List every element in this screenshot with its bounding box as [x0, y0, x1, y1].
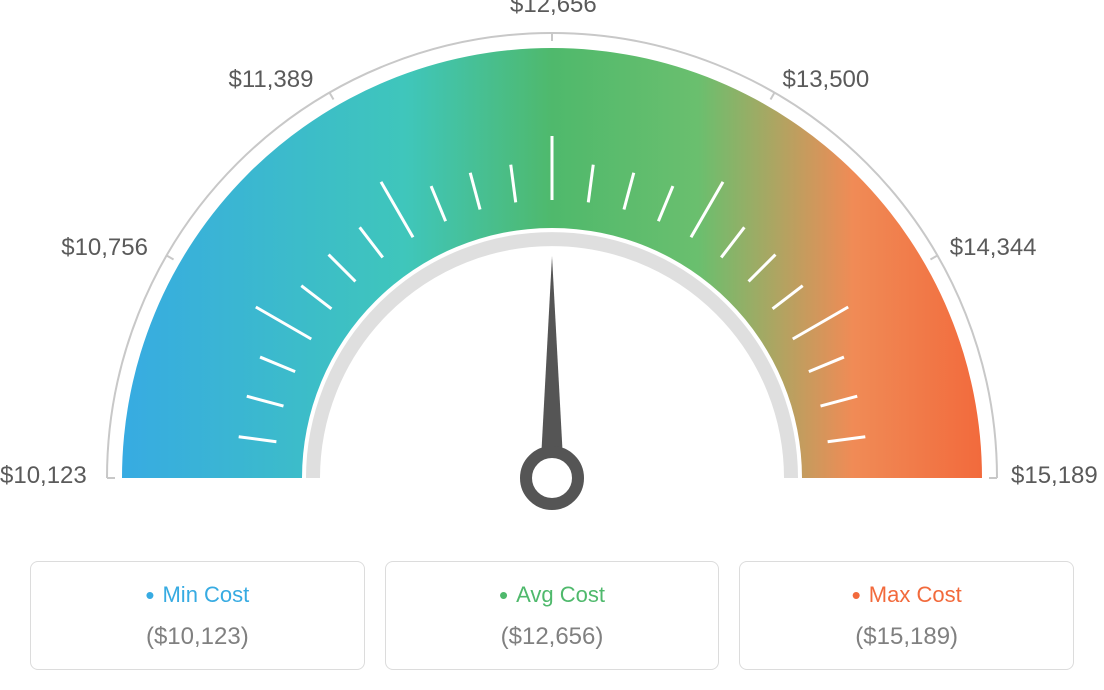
gauge-tick-label: $10,123	[0, 462, 87, 490]
gauge-tick-label: $14,344	[950, 234, 1037, 262]
legend-max: Max Cost ($15,189)	[739, 561, 1074, 670]
legend-max-label: Max Cost	[750, 580, 1063, 611]
gauge-svg	[0, 0, 1104, 540]
gauge-tick-label: $11,389	[229, 66, 314, 94]
gauge-area: $10,123 $10,756 $11,389 $12,656 $13,500 $14,3…	[0, 0, 1104, 540]
gauge-chart-container: $10,123 $10,756 $11,389 $12,656 $13,500 $14,3…	[0, 0, 1104, 690]
legend-max-value: ($15,189)	[750, 623, 1063, 651]
legend-min: Min Cost ($10,123)	[30, 561, 365, 670]
legend-avg: Avg Cost ($12,656)	[385, 561, 720, 670]
gauge-tick-label: $13,500	[783, 66, 870, 94]
legend-min-value: ($10,123)	[41, 623, 354, 651]
legend-min-label: Min Cost	[41, 580, 354, 611]
legend-avg-value: ($12,656)	[396, 623, 709, 651]
gauge-tick-label: $12,656	[510, 0, 597, 19]
gauge-tick-label: $15,189	[1011, 462, 1098, 490]
legend-avg-label: Avg Cost	[396, 580, 709, 611]
gauge-tick-label: $10,756	[61, 234, 148, 262]
legend-row: Min Cost ($10,123) Avg Cost ($12,656) Ma…	[0, 561, 1104, 670]
